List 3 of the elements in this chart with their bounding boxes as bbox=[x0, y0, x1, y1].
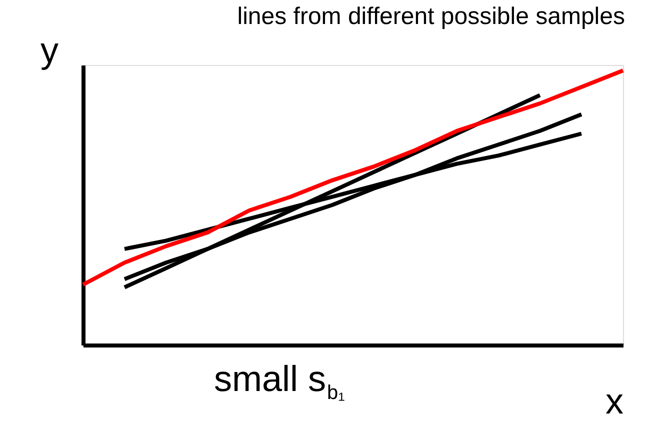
chart-title: lines from different possible samples bbox=[237, 3, 625, 30]
x-axis-title: x bbox=[606, 380, 624, 422]
y-axis-title: y bbox=[40, 30, 58, 70]
